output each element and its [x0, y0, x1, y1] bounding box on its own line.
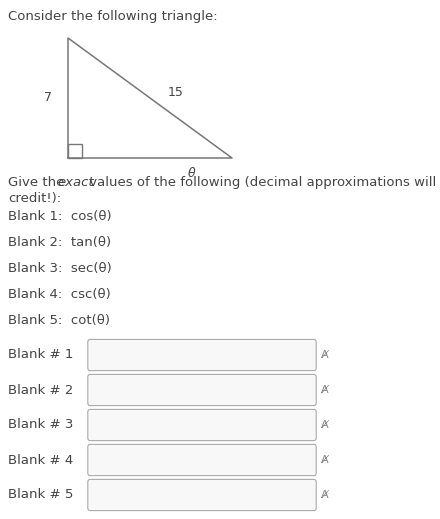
Text: A̸: A̸ [322, 385, 330, 395]
Text: Blank # 1: Blank # 1 [8, 348, 73, 362]
Text: Blank # 2: Blank # 2 [8, 384, 73, 397]
Text: Blank 2:  tan(θ): Blank 2: tan(θ) [8, 236, 111, 249]
Text: θ: θ [188, 168, 196, 181]
Text: values of the following (decimal approximations will receive no: values of the following (decimal approxi… [85, 176, 440, 189]
Text: A̸: A̸ [322, 490, 330, 500]
Text: Blank # 5: Blank # 5 [8, 488, 73, 501]
Text: Give the: Give the [8, 176, 69, 189]
Text: Blank # 3: Blank # 3 [8, 418, 73, 431]
Text: Blank # 4: Blank # 4 [8, 454, 73, 467]
Text: Blank 5:  cot(θ): Blank 5: cot(θ) [8, 314, 110, 327]
Text: 7: 7 [44, 91, 52, 104]
Text: Blank 3:  sec(θ): Blank 3: sec(θ) [8, 262, 112, 275]
Text: Consider the following triangle:: Consider the following triangle: [8, 10, 218, 23]
Text: Blank 1:  cos(θ): Blank 1: cos(θ) [8, 210, 112, 223]
Text: A̸: A̸ [322, 455, 330, 465]
Text: A̸: A̸ [322, 350, 330, 360]
Text: credit!):: credit!): [8, 192, 61, 205]
Text: 15: 15 [168, 87, 184, 100]
Text: Blank 4:  csc(θ): Blank 4: csc(θ) [8, 288, 111, 301]
Text: exact: exact [58, 176, 94, 189]
Text: A̸: A̸ [322, 420, 330, 430]
